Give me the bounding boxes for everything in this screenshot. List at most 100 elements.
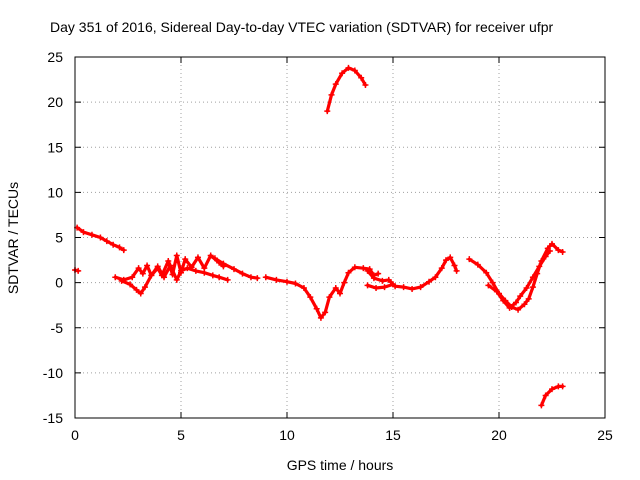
data-point (385, 276, 392, 283)
series-line (264, 265, 380, 320)
data-point (351, 264, 358, 271)
data-point (182, 256, 189, 263)
data-point (239, 270, 246, 277)
data-point (549, 386, 555, 393)
data-point (75, 267, 82, 274)
data-point (341, 279, 348, 286)
data-point (209, 272, 216, 279)
x-tick-label: 25 (597, 427, 613, 443)
series-arc-h (364, 254, 460, 292)
data-point (542, 253, 549, 260)
data-point (231, 266, 237, 273)
plot-frame (74, 56, 606, 419)
data-point (332, 285, 339, 292)
data-point (216, 274, 223, 281)
data-point (127, 281, 134, 288)
data-point (137, 290, 144, 297)
x-axis-label: GPS time / hours (287, 457, 394, 473)
data-point (483, 269, 490, 276)
data-point (254, 275, 261, 282)
data-point (313, 305, 320, 312)
data-point (500, 297, 507, 304)
data-point (173, 276, 180, 283)
data-point (360, 265, 367, 272)
data-point (489, 279, 496, 286)
data-point (373, 285, 380, 292)
x-tick-label: 10 (279, 427, 295, 443)
data-point (466, 256, 473, 263)
data-point (211, 255, 218, 262)
chart-title: Day 351 of 2016, Sidereal Day-to-day VTE… (50, 19, 554, 35)
data-point (207, 252, 214, 259)
x-tick-label: 5 (177, 427, 185, 443)
data-point (451, 262, 458, 269)
series-arc-g (324, 64, 369, 115)
data-point (328, 91, 335, 98)
data-point (390, 281, 396, 288)
grid-lines (75, 57, 605, 418)
data-point (549, 240, 555, 247)
data-point (192, 267, 199, 274)
data-point (167, 262, 174, 269)
data-point (417, 284, 424, 291)
y-tick-label: 10 (47, 184, 63, 200)
data-point (154, 263, 161, 270)
x-tick-label: 0 (71, 427, 79, 443)
data-point (118, 277, 125, 284)
data-point (133, 286, 140, 293)
data-point (362, 81, 369, 88)
y-tick-label: 15 (47, 139, 63, 155)
series-arc-l (538, 383, 566, 409)
y-tick-label: -10 (43, 365, 63, 381)
data-point (517, 293, 524, 300)
data-point (307, 294, 314, 301)
series-arc-d (118, 262, 231, 297)
data-point (345, 269, 352, 276)
data-point (324, 108, 331, 115)
data-point (110, 241, 117, 248)
data-point (345, 64, 352, 71)
data-point (262, 274, 269, 281)
data-point (129, 274, 136, 281)
data-point (493, 288, 500, 295)
series-arc-a (72, 266, 82, 274)
data-point (521, 301, 528, 308)
data-point (173, 252, 180, 259)
x-tick-label: 20 (491, 427, 507, 443)
data-point (247, 274, 254, 281)
data-point (201, 269, 208, 276)
data-point (438, 265, 445, 272)
data-point (144, 262, 151, 269)
series-arc-i (364, 281, 396, 292)
axis-ticks: 0 5 10 15 20 25 -15 -10 -5 0 5 10 15 20 25 (43, 49, 613, 443)
data-point (559, 383, 566, 390)
data-point (375, 270, 382, 277)
series-arc-b (74, 224, 127, 254)
data-point (141, 284, 148, 291)
series-arc-f (262, 264, 382, 321)
y-tick-label: -5 (51, 320, 64, 336)
y-tick-label: 25 (47, 49, 63, 65)
data-point (512, 299, 519, 306)
data-point (443, 257, 449, 264)
data-point (292, 280, 299, 287)
data-point (116, 244, 123, 251)
data-point (485, 282, 492, 289)
y-axis-label: SDTVAR / TECUs (5, 182, 21, 294)
data-point (80, 229, 87, 236)
data-point (529, 284, 536, 291)
x-tick-label: 15 (385, 427, 401, 443)
data-point (542, 392, 549, 399)
data-point (194, 254, 201, 261)
data-point (370, 275, 377, 282)
data-point (339, 70, 346, 77)
data-point (426, 278, 433, 285)
data-point (165, 257, 172, 264)
data-point (220, 260, 227, 267)
y-tick-label: 20 (47, 94, 63, 110)
data-point (112, 274, 119, 281)
series-line (325, 66, 367, 113)
data-point (523, 285, 530, 292)
data-point (161, 274, 168, 281)
